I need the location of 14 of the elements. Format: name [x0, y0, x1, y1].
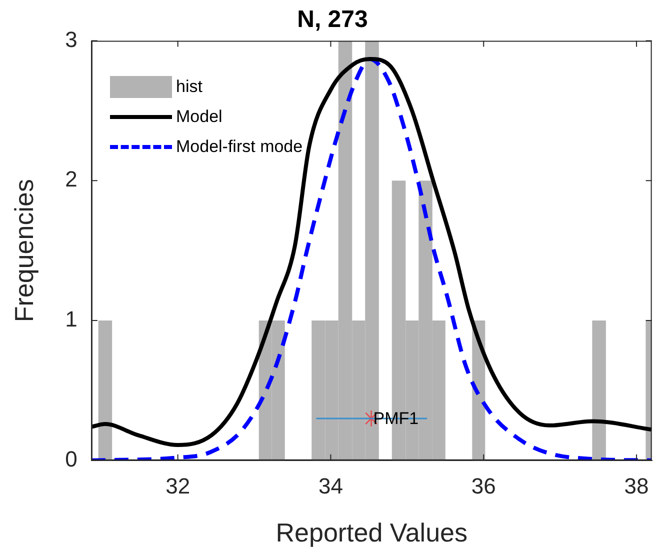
- y-tick-label: 1: [65, 306, 78, 332]
- chart-title: N, 273: [297, 6, 368, 34]
- legend-label: hist: [176, 77, 202, 97]
- legend-label: Model: [176, 107, 222, 127]
- x-axis-title: Reported Values: [276, 518, 468, 548]
- x-tick-label: 32: [166, 474, 190, 499]
- x-tick-label: 38: [624, 474, 649, 499]
- y-tick-label: 2: [65, 166, 78, 192]
- y-axis-title: Frequencies: [8, 179, 39, 322]
- x-tick-label: 36: [471, 474, 496, 499]
- legend-label: Model-first mode: [176, 137, 303, 157]
- y-tick-label: 0: [65, 446, 78, 472]
- x-tick-label: 34: [318, 474, 343, 499]
- y-tick-label: 3: [65, 26, 78, 52]
